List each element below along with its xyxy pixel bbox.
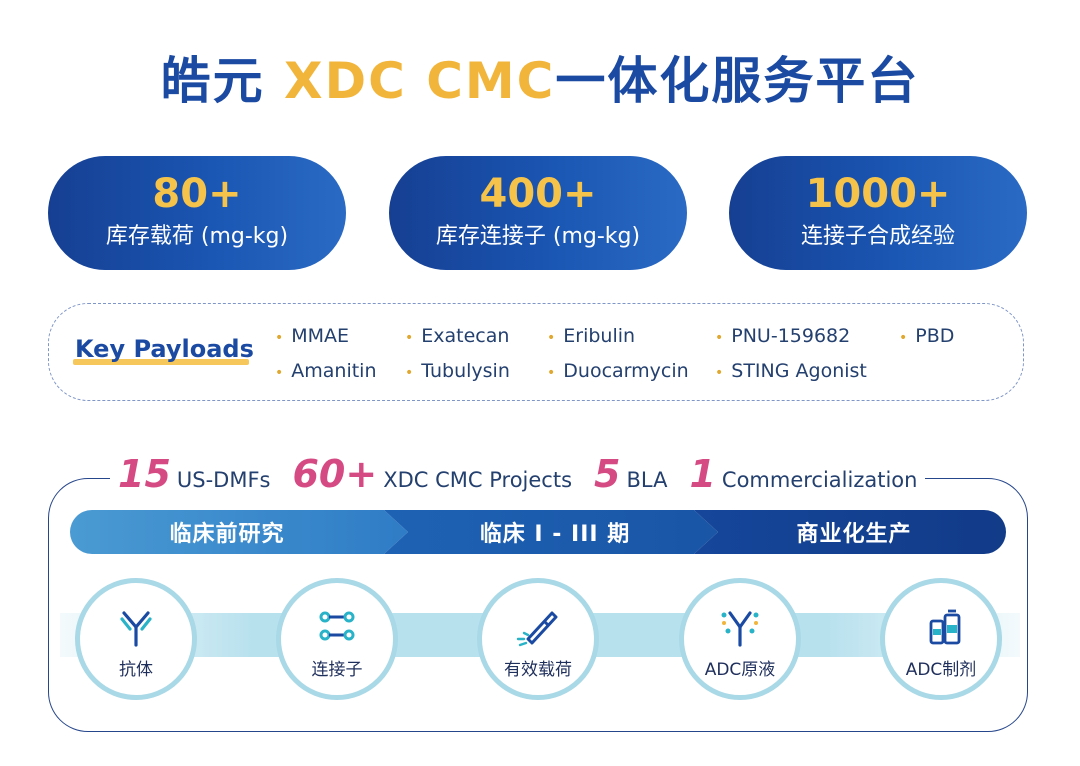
phase-label-clinical: 临床 I - III 期: [479, 522, 631, 547]
step-label: ADC制剂: [905, 660, 977, 680]
payload-item: • MMAE: [275, 325, 350, 347]
payload-item: • Duocarmycin: [547, 360, 689, 382]
stat-linkers: 400+ 库存连接子 (mg-kg): [389, 156, 687, 270]
adc-drug-substance-icon: [721, 611, 759, 647]
stat-synthesis: 1000+ 连接子合成经验: [729, 156, 1027, 270]
antibody-icon: [120, 611, 152, 647]
metric-label: BLA: [626, 468, 668, 492]
step-label: ADC原液: [704, 660, 776, 680]
key-payloads-heading: Key Payloads: [75, 335, 254, 363]
phase-segment-clinical: [384, 510, 718, 554]
phase-segment-preclinical: [70, 510, 408, 554]
metric-value: 15: [118, 452, 171, 496]
stat-payloads: 80+ 库存载荷 (mg-kg): [48, 156, 346, 270]
linker-icon: [319, 611, 355, 641]
step-label: 连接子: [311, 660, 363, 680]
metric-value: 5: [594, 452, 621, 496]
title-part2: 一体化服务平台: [555, 52, 920, 110]
stat-value: 1000+: [805, 171, 951, 217]
key-payloads-box: Key Payloads • MMAE • Exatecan • Eribulin •…: [48, 303, 1024, 401]
phase-label-commercial: 商业化生产: [796, 522, 912, 547]
step-adc-drug-substance: ADC原液: [679, 578, 801, 700]
metric-label: Commercialization: [721, 468, 918, 492]
phase-arrow-bar: [70, 510, 1006, 554]
payload-item: • Exatecan: [405, 325, 510, 347]
step-label: 抗体: [119, 660, 153, 680]
heading-underline: [73, 359, 249, 365]
metric-label: US-DMFs: [176, 468, 271, 492]
payload-item: • Tubulysin: [405, 360, 510, 382]
title-part1: 皓元: [160, 52, 285, 110]
payload-item: • PNU-159682: [715, 325, 851, 347]
phase-segment-commercial: [694, 510, 1006, 554]
stat-label: 库存连接子 (mg-kg): [435, 224, 641, 249]
stat-value: 80+: [152, 171, 242, 217]
adc-drug-product-icon: [929, 609, 961, 645]
metrics-row: 15 US-DMFs 60+ XDC CMC Projects 5 BLA 1 Comm…: [110, 452, 926, 498]
payload-item: • PBD: [899, 325, 955, 347]
step-adc-drug-product: ADC制剂: [880, 578, 1002, 700]
payload-icon: [516, 611, 558, 647]
page-title: 皓元 XDC CMC一体化服务平台: [0, 46, 1080, 116]
step-payload: 有效载荷: [477, 578, 599, 700]
metric-value: 1: [689, 452, 716, 496]
payload-item: • STING Agonist: [715, 360, 867, 382]
payload-item: • Eribulin: [547, 325, 636, 347]
payload-item: • Amanitin: [275, 360, 377, 382]
stat-label: 库存载荷 (mg-kg): [105, 224, 289, 249]
metric-value: 60+: [292, 452, 378, 496]
step-linker: 连接子: [276, 578, 398, 700]
stat-label: 连接子合成经验: [800, 224, 955, 249]
title-highlight: XDC CMC: [284, 52, 556, 110]
step-antibody: 抗体: [75, 578, 197, 700]
phase-label-preclinical: 临床前研究: [169, 522, 285, 547]
stat-value: 400+: [479, 171, 597, 217]
step-label: 有效载荷: [504, 660, 572, 680]
metric-label: XDC CMC Projects: [383, 468, 573, 492]
